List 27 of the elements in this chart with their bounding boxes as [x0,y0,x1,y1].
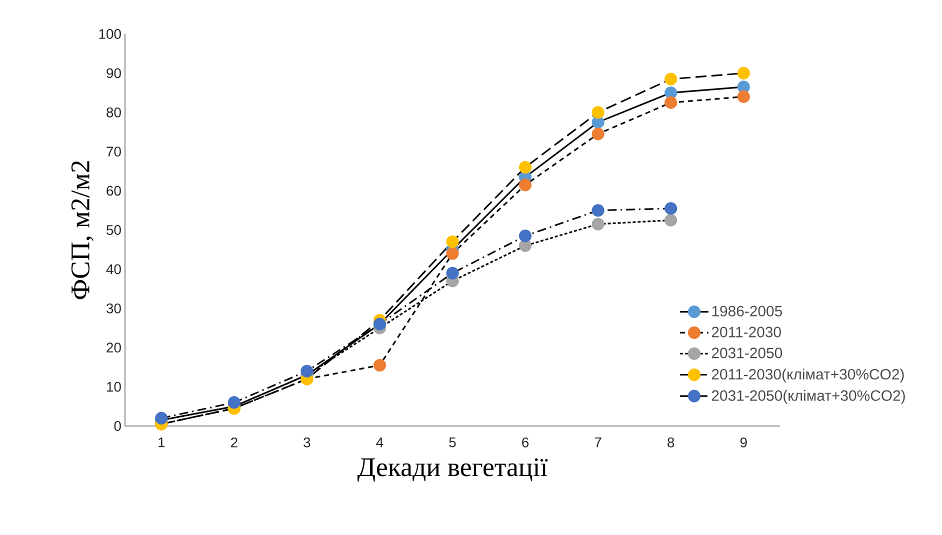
y-tick-label: 30 [106,303,121,314]
x-tick-label: 6 [522,438,529,448]
y-tick-label: 0 [114,421,121,431]
x-tick-label: 1 [158,438,165,448]
legend-label: 2031-2050 [712,348,782,358]
x-tick-label: 8 [668,438,674,448]
x-tick-label: 3 [304,438,310,448]
x-axis-title: Декади вегетації [357,458,548,482]
y-tick-label: 10 [107,382,121,392]
y-tick-label: 60 [106,186,121,196]
x-tick-label: 4 [376,438,384,448]
legend-label: 1986-2005 [712,306,782,316]
legend-label: 2011-2030(клімат+30%CO2) [712,368,904,383]
x-tick-label: 5 [449,438,456,448]
y-tick-label: 80 [106,107,121,118]
y-axis-title: ФСП, м2/м2 [71,161,94,300]
y-tick-label: 20 [106,342,121,353]
x-tick-label: 7 [594,438,602,448]
legend-label: 2011-2030 [712,326,781,338]
y-tick-label: 90 [106,68,121,78]
y-tick-label: 100 [99,29,121,39]
y-tick-label: 40 [106,264,121,274]
y-tick-label: 70 [106,146,121,157]
legend-label: 2031-2050(клімат+30%CO2) [712,390,905,404]
x-tick-label: 2 [230,438,238,448]
y-tick-label: 50 [106,225,121,235]
x-tick-label: 9 [740,438,747,448]
